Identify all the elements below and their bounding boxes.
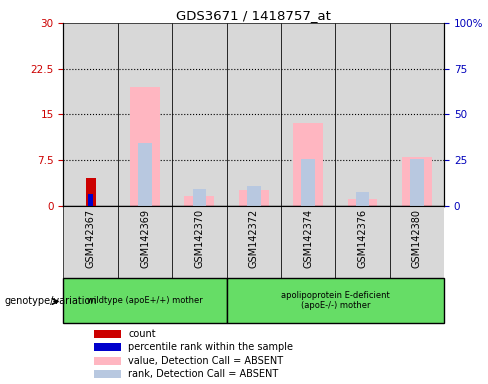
Bar xyxy=(293,123,323,205)
Text: GSM142380: GSM142380 xyxy=(412,209,422,268)
Text: GSM142376: GSM142376 xyxy=(358,209,367,268)
Bar xyxy=(402,157,432,205)
Bar xyxy=(118,205,172,278)
Bar xyxy=(390,205,444,278)
Bar xyxy=(226,205,281,278)
Bar xyxy=(184,196,214,205)
Text: percentile rank within the sample: percentile rank within the sample xyxy=(128,343,293,353)
Bar xyxy=(226,23,281,205)
Bar xyxy=(172,23,226,205)
Text: apolipoprotein E-deficient
(apoE-/-) mother: apolipoprotein E-deficient (apoE-/-) mot… xyxy=(281,291,390,310)
Bar xyxy=(281,23,335,205)
Bar xyxy=(302,159,315,205)
Bar xyxy=(172,205,226,278)
Bar xyxy=(138,142,152,205)
Bar xyxy=(63,23,118,205)
Bar xyxy=(118,23,172,205)
Bar xyxy=(226,278,444,323)
Bar xyxy=(390,23,444,205)
Text: GSM142372: GSM142372 xyxy=(249,209,259,268)
Title: GDS3671 / 1418757_at: GDS3671 / 1418757_at xyxy=(176,9,331,22)
Bar xyxy=(94,330,121,338)
Text: GSM142374: GSM142374 xyxy=(303,209,313,268)
Bar xyxy=(94,371,121,379)
Text: count: count xyxy=(128,329,156,339)
Text: GSM142369: GSM142369 xyxy=(140,209,150,268)
Bar xyxy=(347,199,378,205)
Text: rank, Detection Call = ABSENT: rank, Detection Call = ABSENT xyxy=(128,369,278,379)
Text: GSM142370: GSM142370 xyxy=(194,209,204,268)
Bar xyxy=(94,357,121,365)
Text: wildtype (apoE+/+) mother: wildtype (apoE+/+) mother xyxy=(87,296,203,305)
Bar xyxy=(410,159,424,205)
Bar xyxy=(63,278,226,323)
Bar xyxy=(130,87,160,205)
Bar xyxy=(239,190,269,205)
Bar xyxy=(247,186,261,205)
Bar xyxy=(94,343,121,351)
Bar xyxy=(281,205,335,278)
Bar xyxy=(88,194,93,205)
Bar xyxy=(193,189,206,205)
Bar xyxy=(335,23,390,205)
Text: value, Detection Call = ABSENT: value, Detection Call = ABSENT xyxy=(128,356,283,366)
Bar xyxy=(356,192,369,205)
Bar xyxy=(63,205,118,278)
Bar xyxy=(335,205,390,278)
Text: genotype/variation: genotype/variation xyxy=(5,296,98,306)
Text: GSM142367: GSM142367 xyxy=(85,209,96,268)
Bar xyxy=(86,178,96,205)
